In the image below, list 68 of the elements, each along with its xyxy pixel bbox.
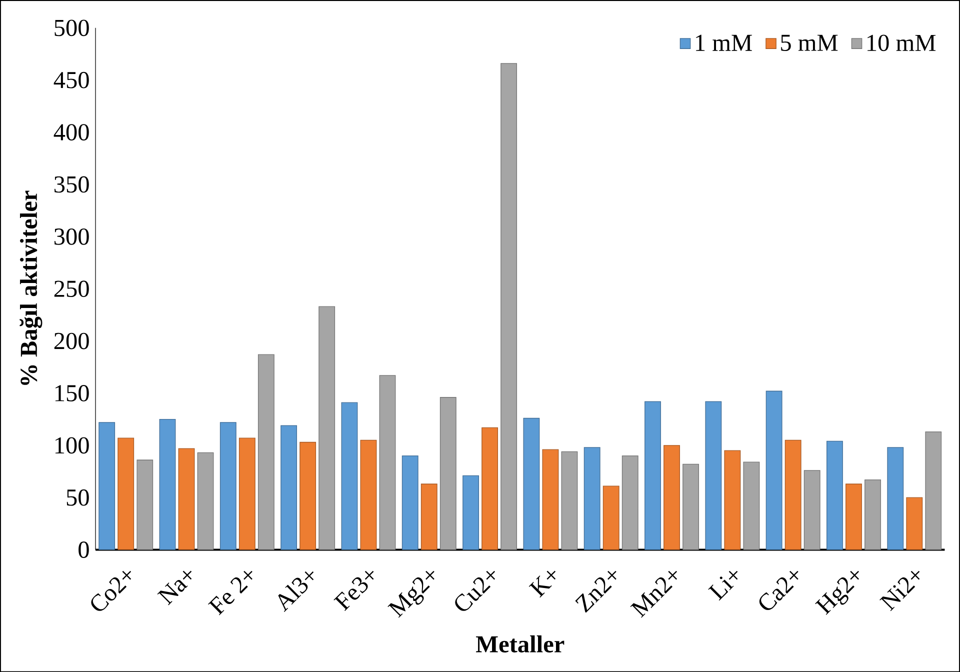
x-tick-label: Al3+ — [278, 571, 314, 612]
bar — [258, 354, 274, 550]
legend-label: 1 mM — [696, 34, 752, 51]
x-axis-title: Metaller — [476, 635, 564, 652]
y-tick-label: 100 — [55, 437, 89, 454]
y-tick-label: 50 — [66, 489, 89, 506]
bar — [197, 452, 214, 550]
bar — [420, 484, 438, 550]
bar — [500, 62, 518, 550]
x-tick-label: Fe3+ — [334, 570, 374, 611]
legend-label: 5 mM — [781, 34, 838, 51]
bar — [602, 486, 620, 550]
x-tick-label: Ca2+ — [759, 570, 798, 610]
bar — [925, 431, 942, 550]
bar — [766, 390, 782, 550]
bar — [826, 440, 843, 550]
y-tick-label: 150 — [55, 384, 89, 402]
bar — [462, 475, 479, 550]
y-tick-label: 250 — [54, 280, 89, 297]
bar — [561, 451, 578, 550]
bar — [379, 375, 396, 550]
bar — [743, 462, 760, 550]
bar — [220, 422, 236, 550]
x-tick-label: Fe 2+ — [208, 570, 252, 616]
bar — [440, 396, 456, 550]
bar — [644, 401, 661, 550]
bar — [846, 484, 862, 550]
bar — [664, 444, 680, 550]
bar — [341, 402, 358, 550]
legend-label: 10 mM — [868, 34, 936, 52]
bar — [159, 418, 176, 550]
y-tick-label: 450 — [54, 72, 89, 88]
bar — [705, 401, 722, 550]
x-tick-label: Co2+ — [91, 570, 132, 611]
bar — [887, 447, 904, 550]
bar — [482, 427, 498, 550]
bar — [724, 450, 741, 550]
bar — [682, 464, 699, 550]
y-tick-label: 400 — [54, 124, 89, 140]
bar — [178, 448, 195, 550]
bar — [906, 497, 923, 550]
bar — [238, 438, 256, 550]
y-tick-label: 200 — [54, 332, 89, 350]
y-tick-label: 0 — [78, 541, 89, 558]
x-tick-label: Cu2+ — [455, 570, 496, 611]
bar — [98, 422, 116, 550]
bar — [622, 455, 638, 550]
y-axis-title: % Bağıl aktiviteler — [20, 190, 42, 385]
bar — [318, 306, 336, 550]
bar — [523, 418, 540, 550]
y-tick-label: 300 — [54, 228, 89, 245]
x-tick-label: K+ — [528, 570, 556, 598]
bar — [864, 479, 881, 550]
bar — [118, 438, 134, 550]
bar — [300, 442, 316, 550]
x-tick-label: Li+ — [708, 570, 738, 601]
bar — [584, 447, 600, 550]
bar — [360, 440, 377, 550]
bar — [402, 455, 418, 550]
bar — [280, 425, 298, 550]
bar — [804, 470, 820, 550]
y-tick-label: 350 — [54, 176, 89, 193]
y-tick-label: 500 — [54, 20, 89, 36]
bar — [542, 449, 559, 550]
x-tick-label: Na+ — [157, 570, 192, 606]
x-tick-label: Ni2+ — [880, 570, 920, 612]
bar — [136, 460, 154, 550]
bar — [784, 440, 802, 550]
